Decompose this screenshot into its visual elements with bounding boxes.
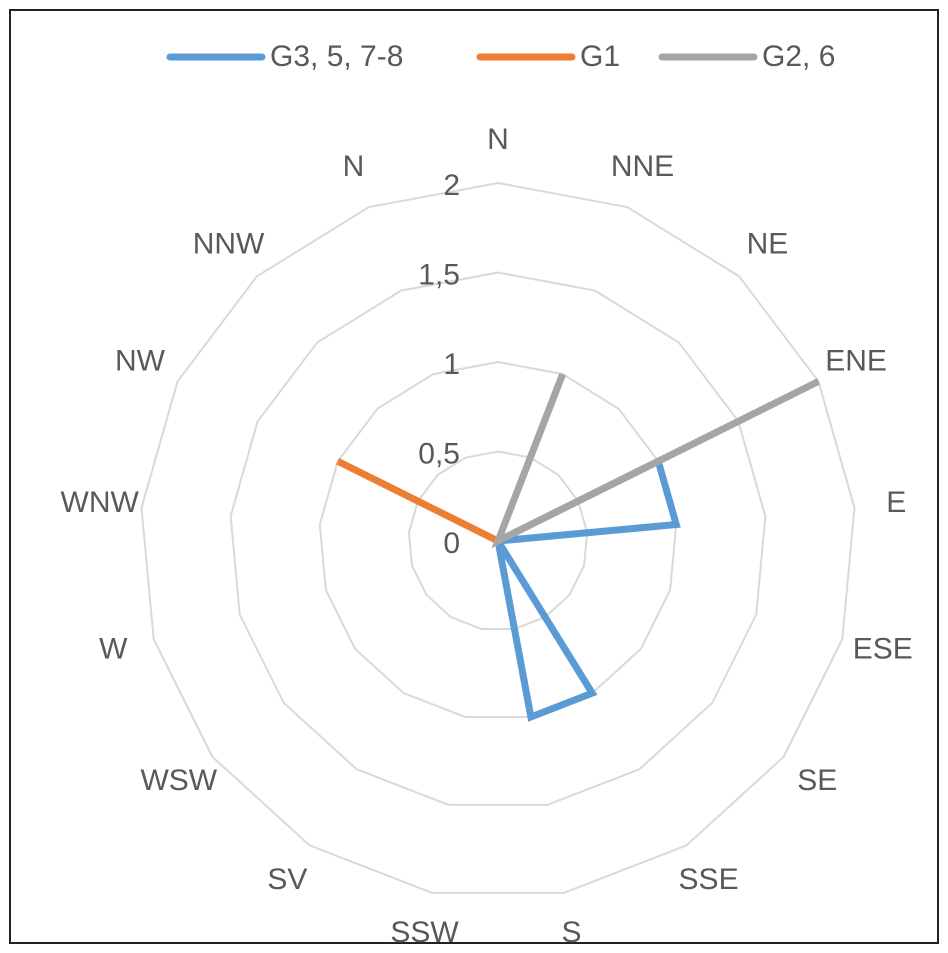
category-label: SSW <box>390 916 459 949</box>
category-label: SSE <box>679 863 739 896</box>
legend-label: G3, 5, 7-8 <box>270 40 403 73</box>
category-label: S <box>561 916 581 949</box>
y-tick-label: 0,5 <box>418 437 460 470</box>
legend-label: G2, 6 <box>762 40 835 73</box>
grid-line <box>229 271 767 806</box>
category-label: NW <box>115 345 166 378</box>
frame <box>9 9 939 944</box>
grid-line <box>318 360 678 718</box>
category-label: ENE <box>825 345 887 378</box>
category-label: N <box>343 150 365 183</box>
y-tick-label: 2 <box>443 169 460 202</box>
y-tick-label: 0 <box>443 527 460 560</box>
y-tick-label: 1 <box>443 348 460 381</box>
category-label: N <box>487 123 509 156</box>
category-label: SE <box>797 764 837 797</box>
legend-label: G1 <box>580 40 620 73</box>
category-label: NNW <box>193 227 265 260</box>
grid-line <box>407 450 589 630</box>
grid-line <box>140 181 856 894</box>
category-label: WNW <box>61 486 140 519</box>
category-label: WSW <box>140 764 217 797</box>
y-tick-label: 1,5 <box>418 258 460 291</box>
category-label: NE <box>747 227 789 260</box>
category-label: ESE <box>853 632 913 665</box>
category-label: W <box>99 632 128 665</box>
category-label: SV <box>267 863 307 896</box>
series-line <box>491 372 821 549</box>
category-label: E <box>886 486 906 519</box>
category-label: NNE <box>611 150 674 183</box>
series-line <box>336 458 500 545</box>
